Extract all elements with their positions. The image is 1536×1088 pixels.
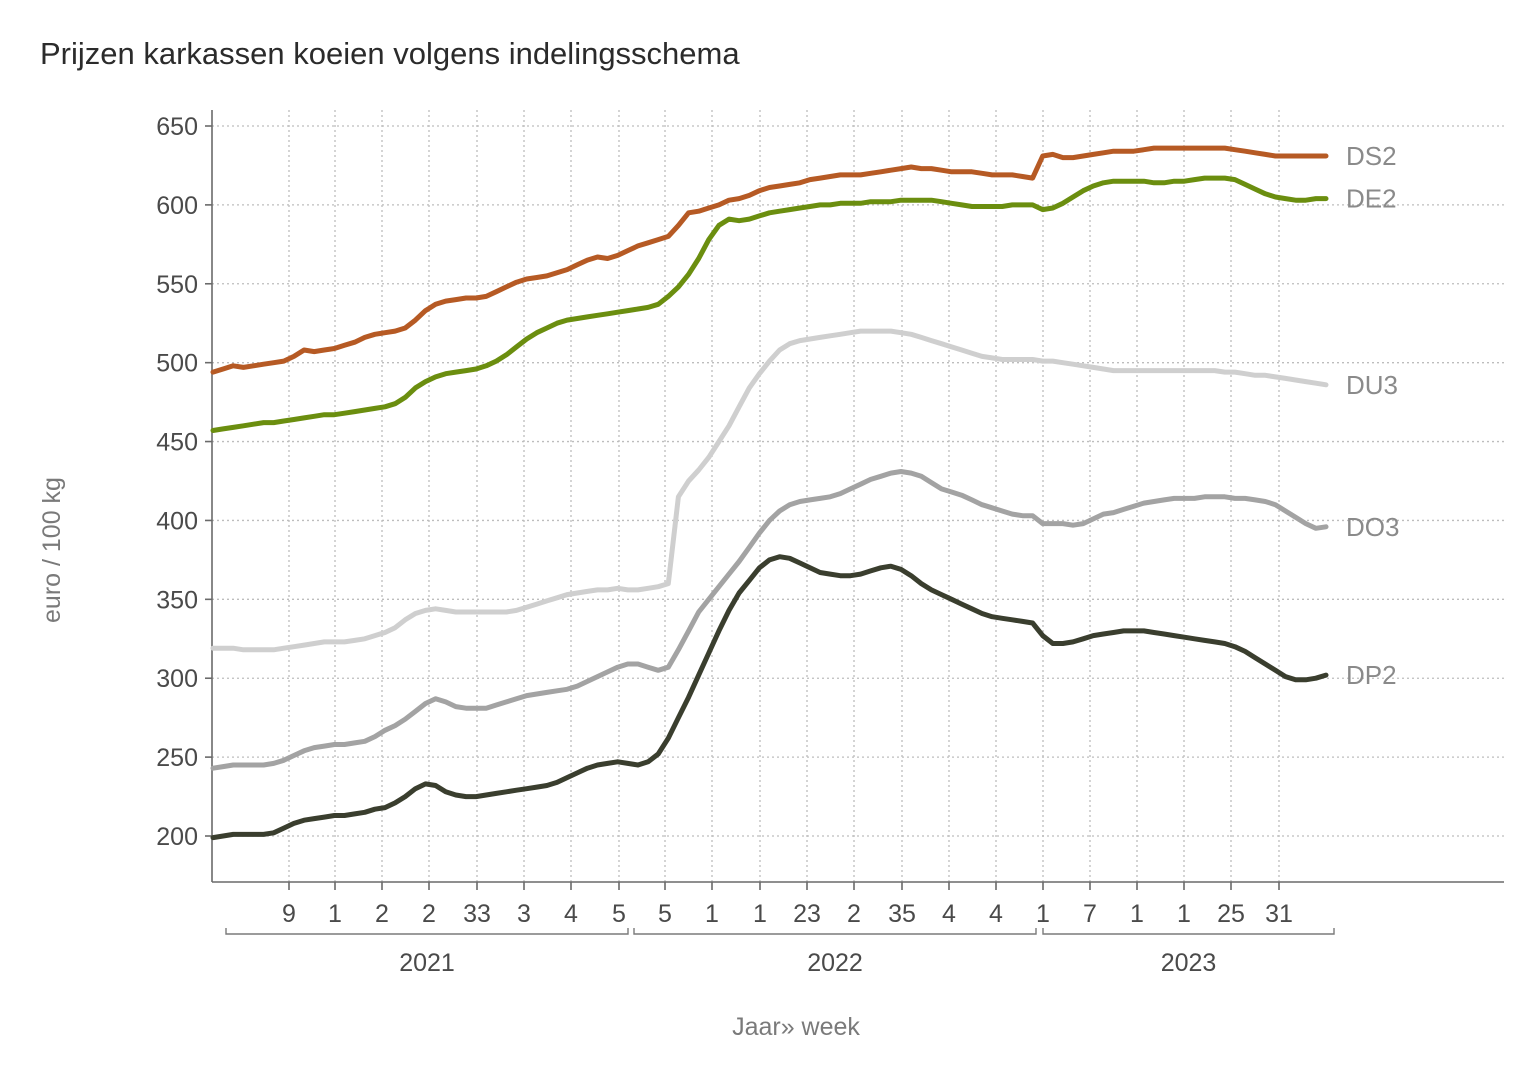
x-tick-label: 33 bbox=[463, 900, 491, 928]
x-tick-label: 35 bbox=[888, 900, 916, 928]
x-tick-label: 31 bbox=[1265, 900, 1293, 928]
series-label-do3: DO3 bbox=[1346, 512, 1399, 542]
x-tick-label: 9 bbox=[282, 900, 296, 928]
series-label-de2: DE2 bbox=[1346, 184, 1397, 214]
year-label: 2022 bbox=[807, 949, 863, 977]
year-axis: 2021 2022 2023 bbox=[225, 928, 1335, 977]
series-label-ds2: DS2 bbox=[1346, 141, 1397, 171]
series-label-dp2: DP2 bbox=[1346, 660, 1397, 690]
series-line-ds2 bbox=[210, 145, 1329, 375]
x-tick-label: 1 bbox=[1177, 900, 1191, 928]
x-tick-label: 7 bbox=[1083, 900, 1097, 928]
x-tick-label: 1 bbox=[753, 900, 767, 928]
x-axis-ticks: 9 1 2 2 33 3 4 5 5 1 1 23 2 35 4 4 1 7 1 1 25 31 bbox=[282, 882, 1293, 928]
series-line-dp2 bbox=[210, 554, 1329, 841]
series-lines bbox=[210, 145, 1329, 841]
x-tick-label: 5 bbox=[658, 900, 672, 928]
y-tick-label: 650 bbox=[156, 113, 198, 141]
year-bracket bbox=[633, 928, 1037, 935]
x-tick-label: 3 bbox=[517, 900, 531, 928]
y-axis-label: euro / 100 kg bbox=[38, 477, 66, 623]
year-bracket bbox=[225, 928, 629, 935]
y-tick-label: 250 bbox=[156, 744, 198, 772]
y-tick-label: 300 bbox=[156, 665, 198, 693]
year-label: 2023 bbox=[1161, 949, 1217, 977]
x-tick-label: 2 bbox=[375, 900, 389, 928]
x-tick-label: 2 bbox=[847, 900, 861, 928]
x-tick-label: 5 bbox=[612, 900, 626, 928]
y-tick-label: 450 bbox=[156, 429, 198, 457]
series-line-de2 bbox=[210, 175, 1329, 433]
y-axis-ticks: 200 250 300 350 400 450 500 550 600 650 bbox=[156, 113, 212, 851]
x-tick-label: 4 bbox=[942, 900, 956, 928]
chart-title: Prijzen karkassen koeien volgens indelin… bbox=[40, 36, 740, 71]
y-tick-label: 400 bbox=[156, 507, 198, 535]
series-labels: DS2 DE2 DU3 DO3 DP2 bbox=[1346, 141, 1399, 690]
x-tick-label: 1 bbox=[1036, 900, 1050, 928]
x-tick-label: 4 bbox=[989, 900, 1003, 928]
x-tick-label: 1 bbox=[328, 900, 342, 928]
x-tick-label: 1 bbox=[1130, 900, 1144, 928]
grid bbox=[212, 110, 1504, 882]
x-axis-label: Jaar» week bbox=[732, 1013, 860, 1041]
x-tick-label: 25 bbox=[1217, 900, 1245, 928]
y-tick-label: 350 bbox=[156, 586, 198, 614]
x-tick-label: 2 bbox=[422, 900, 436, 928]
x-tick-label: 4 bbox=[564, 900, 578, 928]
y-tick-label: 200 bbox=[156, 823, 198, 851]
series-line-do3 bbox=[210, 469, 1329, 771]
year-label: 2021 bbox=[399, 949, 455, 977]
y-tick-label: 600 bbox=[156, 192, 198, 220]
series-label-du3: DU3 bbox=[1346, 370, 1398, 400]
x-tick-label: 1 bbox=[705, 900, 719, 928]
y-tick-label: 550 bbox=[156, 271, 198, 299]
x-tick-label: 23 bbox=[793, 900, 821, 928]
y-tick-label: 500 bbox=[156, 350, 198, 378]
axes bbox=[211, 110, 1504, 883]
series-line-du3 bbox=[210, 328, 1329, 653]
year-bracket bbox=[1042, 928, 1335, 935]
